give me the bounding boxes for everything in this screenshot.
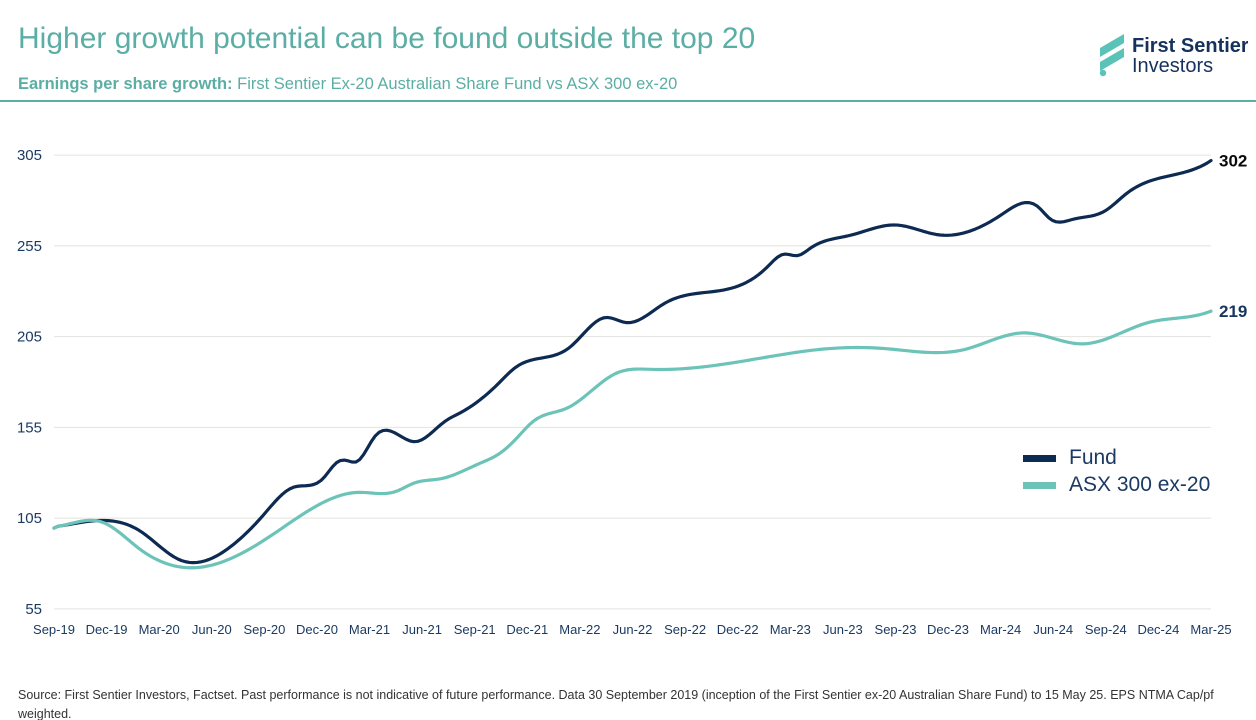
svg-text:Sep-20: Sep-20 — [243, 622, 285, 637]
svg-text:Jun-23: Jun-23 — [823, 622, 863, 637]
svg-text:302: 302 — [1219, 152, 1247, 171]
svg-text:Dec-20: Dec-20 — [296, 622, 338, 637]
svg-text:Jun-22: Jun-22 — [613, 622, 653, 637]
svg-text:Mar-25: Mar-25 — [1190, 622, 1231, 637]
svg-text:Dec-21: Dec-21 — [506, 622, 548, 637]
svg-text:Dec-24: Dec-24 — [1137, 622, 1179, 637]
svg-text:Jun-21: Jun-21 — [402, 622, 442, 637]
svg-text:Sep-21: Sep-21 — [454, 622, 496, 637]
svg-text:155: 155 — [17, 419, 42, 436]
svg-text:55: 55 — [25, 601, 42, 618]
svg-text:105: 105 — [17, 510, 42, 527]
svg-text:Sep-19: Sep-19 — [33, 622, 75, 637]
svg-text:205: 205 — [17, 329, 42, 346]
svg-text:219: 219 — [1219, 302, 1247, 321]
svg-text:Sep-22: Sep-22 — [664, 622, 706, 637]
svg-text:Mar-24: Mar-24 — [980, 622, 1021, 637]
svg-text:Mar-22: Mar-22 — [559, 622, 600, 637]
svg-text:Mar-21: Mar-21 — [349, 622, 390, 637]
svg-text:305: 305 — [17, 147, 42, 164]
svg-text:Dec-19: Dec-19 — [86, 622, 128, 637]
svg-text:Jun-20: Jun-20 — [192, 622, 232, 637]
svg-text:255: 255 — [17, 238, 42, 255]
svg-text:Jun-24: Jun-24 — [1033, 622, 1073, 637]
svg-text:Mar-20: Mar-20 — [139, 622, 180, 637]
svg-text:Mar-23: Mar-23 — [770, 622, 811, 637]
svg-text:Dec-23: Dec-23 — [927, 622, 969, 637]
svg-text:Sep-23: Sep-23 — [875, 622, 917, 637]
svg-text:Sep-24: Sep-24 — [1085, 622, 1127, 637]
svg-text:Dec-22: Dec-22 — [717, 622, 759, 637]
